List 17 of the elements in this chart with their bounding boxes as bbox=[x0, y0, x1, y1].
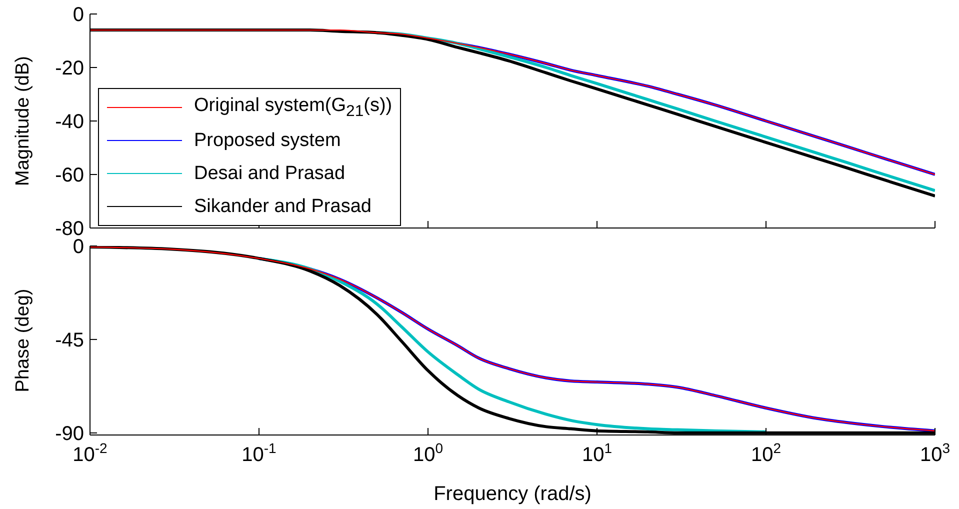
legend-label: Sikander and Prasad bbox=[194, 196, 372, 218]
x-tick-label: 10$^{3}$ bbox=[920, 440, 950, 466]
x-axis-title: Frequency (rad/s) bbox=[434, 483, 592, 505]
y-tick-label: -45 bbox=[55, 329, 84, 352]
x-tick-label: 10$^{2}$ bbox=[750, 440, 782, 466]
legend-label: Original system(G$_{21}$(s)) bbox=[194, 94, 392, 120]
legend-label: Desai and Prasad bbox=[194, 162, 346, 184]
y-tick-label: -60 bbox=[55, 164, 84, 186]
y-tick-label: 0 bbox=[72, 4, 84, 26]
x-tick-label: 10$^{0}$ bbox=[412, 440, 444, 466]
x-tick-label: 10$^{1}$ bbox=[582, 440, 612, 466]
y-tick-label: -40 bbox=[55, 111, 84, 133]
y-tick-label: -20 bbox=[55, 58, 84, 80]
legend-label: Proposed system bbox=[194, 130, 341, 152]
y-axis-title: Magnitude (dB) bbox=[12, 56, 34, 186]
x-tick-label: 10$^{-1}$ bbox=[242, 440, 277, 466]
y-axis-title: Phase (deg) bbox=[12, 288, 34, 392]
